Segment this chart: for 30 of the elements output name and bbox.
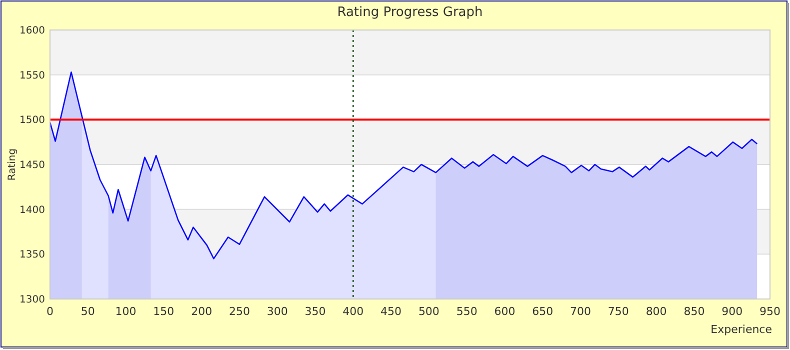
x-tick-label: 700 xyxy=(570,305,592,318)
x-tick-label: 650 xyxy=(532,305,554,318)
chart-title: Rating Progress Graph xyxy=(337,5,483,20)
x-tick-label: 850 xyxy=(684,305,705,318)
x-tick-label: 100 xyxy=(115,305,136,318)
y-tick-label: 1350 xyxy=(20,250,45,261)
y-tick-label: 1400 xyxy=(20,204,45,216)
x-tick-label: 350 xyxy=(304,305,326,318)
y-tick-label: 1550 xyxy=(20,70,45,82)
x-tick-label: 250 xyxy=(228,305,250,318)
x-tick-label: 800 xyxy=(646,305,667,318)
x-axis-title: Experience xyxy=(710,323,772,336)
x-tick-label: 50 xyxy=(80,305,95,318)
y-axis-title: Rating xyxy=(7,148,18,181)
x-tick-label: 950 xyxy=(760,305,780,318)
x-tick-label: 450 xyxy=(380,305,402,318)
x-tick-label: 600 xyxy=(494,305,516,318)
y-tick-label: 1500 xyxy=(20,115,45,126)
x-tick-label: 300 xyxy=(266,305,288,318)
y-tick-label: 1450 xyxy=(20,160,45,171)
x-tick-label: 900 xyxy=(722,305,743,318)
y-tick-label: 1300 xyxy=(20,294,45,306)
x-tick-label: 500 xyxy=(418,305,440,318)
x-tick-label: 150 xyxy=(153,305,174,318)
x-tick-label: 200 xyxy=(191,305,212,318)
x-tick-label: 0 xyxy=(46,305,54,318)
x-tick-label: 400 xyxy=(342,305,364,318)
y-tick-label: 1600 xyxy=(20,26,45,36)
x-tick-label: 750 xyxy=(608,305,629,318)
x-tick-label: 550 xyxy=(456,305,478,318)
